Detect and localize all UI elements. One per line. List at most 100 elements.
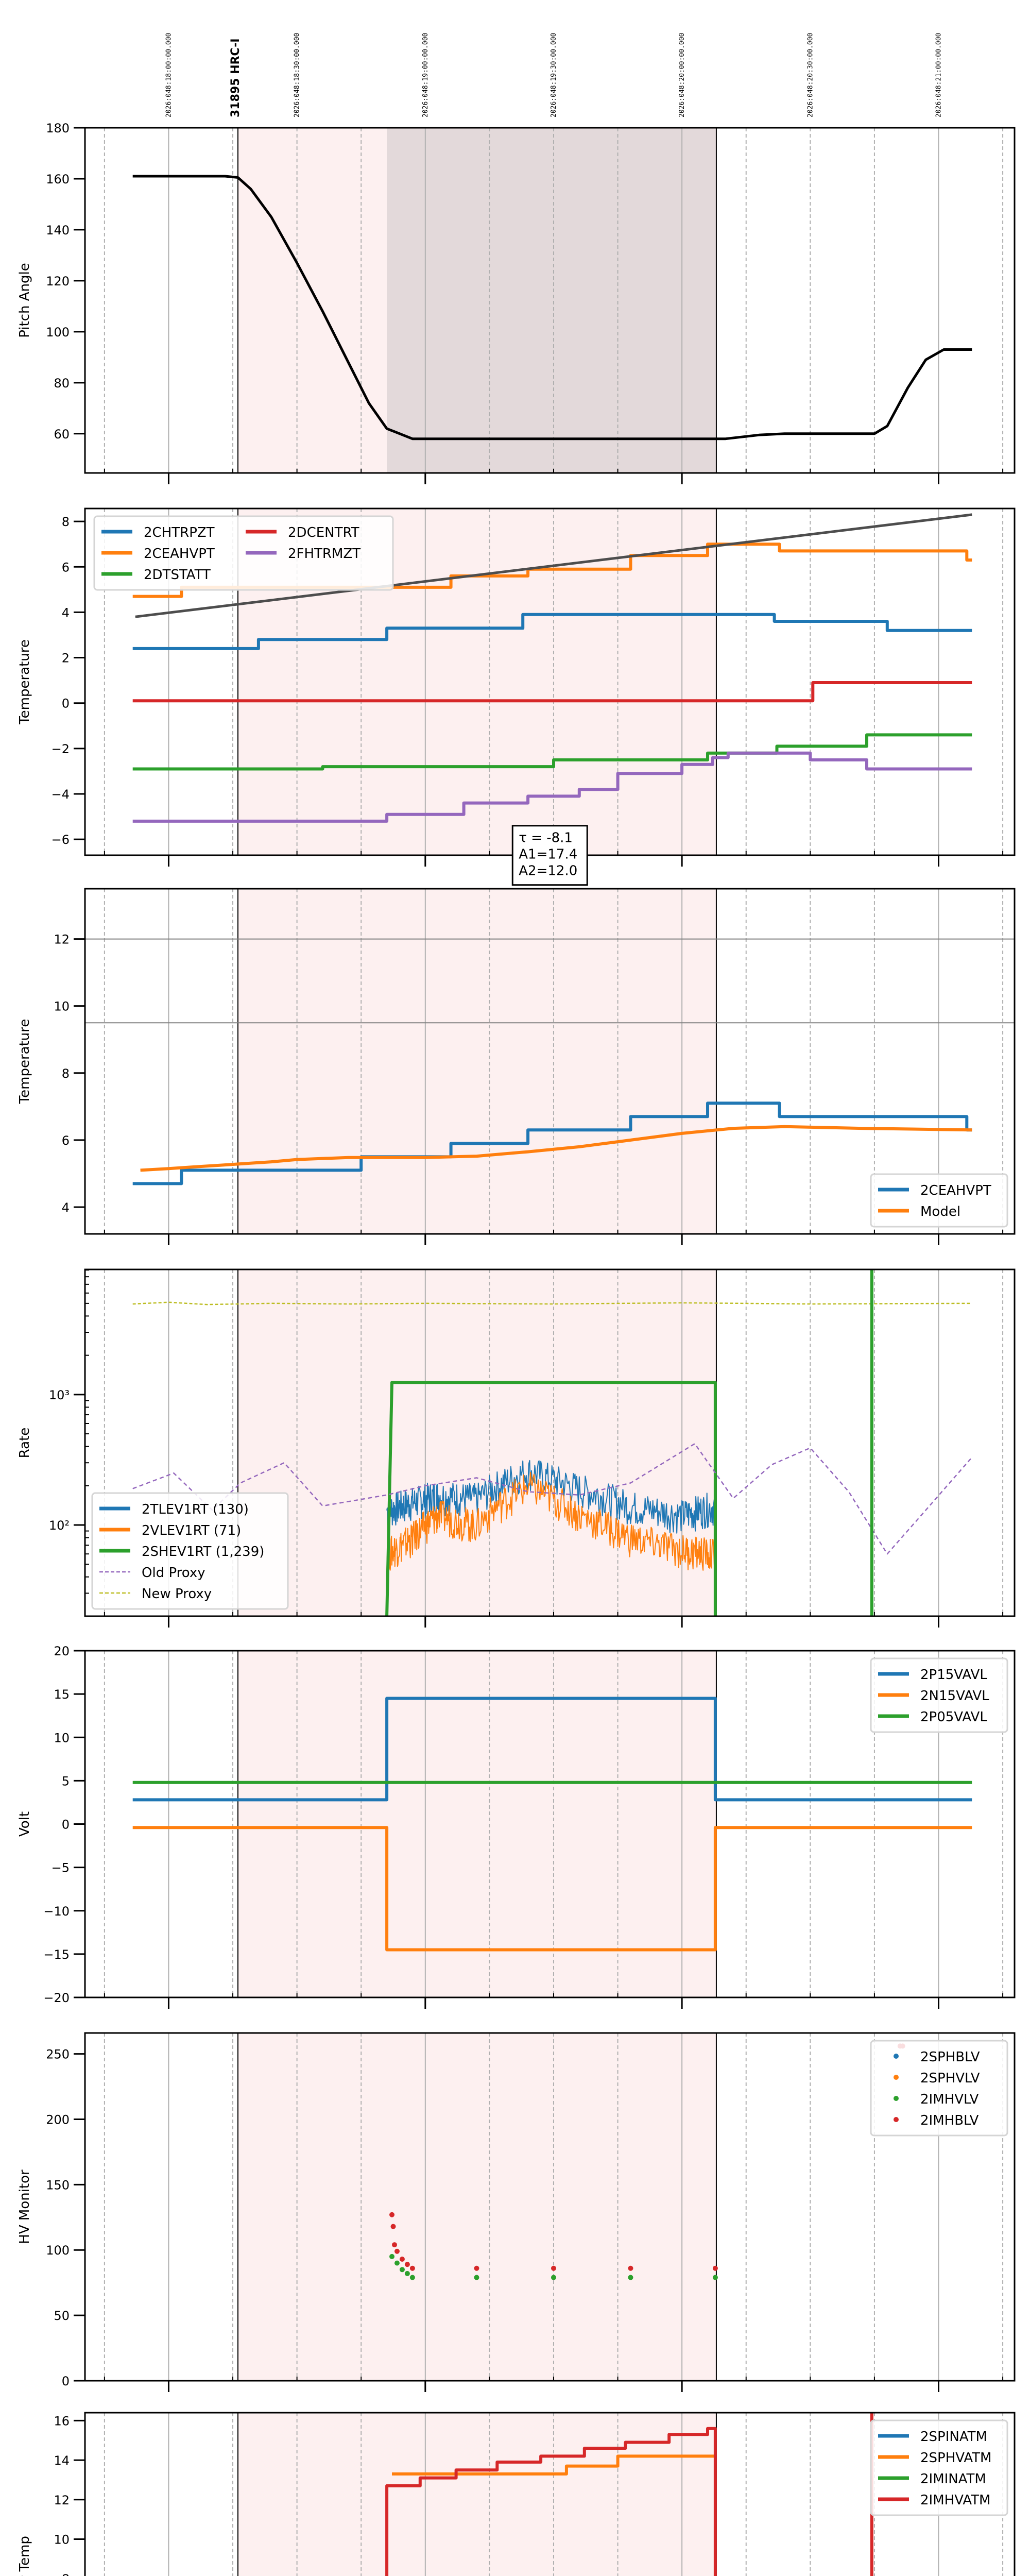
scatter-point: [394, 2248, 400, 2254]
series-line-2ceahvpt: [132, 1101, 972, 1185]
observation-shade: [238, 2413, 716, 2576]
ytick-label: 100: [46, 325, 70, 340]
plot-frame: [84, 2412, 1016, 2576]
top-time-label: 2026:048:19:00:00.000: [422, 33, 430, 117]
legend-label: Old Proxy: [142, 1565, 205, 1581]
legend-label: 2CEAHVPT: [920, 1183, 991, 1198]
panel-2: −6 −4 −2 0 2 4 6 8 Temperature τ = -8.1A1=17.4A2=…: [17, 507, 1016, 886]
series-group: [132, 1269, 973, 1616]
top-time-label: 2026:048:18:00:00.000: [165, 33, 173, 117]
plot-frame: [84, 1268, 1016, 1617]
legend-label: 2SPHBLV: [920, 2049, 980, 2065]
scatter-point: [474, 2265, 479, 2271]
ytick-label: −10: [43, 1904, 70, 1919]
legend-label: Model: [920, 1204, 960, 1219]
plot-frame: [84, 127, 1016, 474]
series-line-model: [135, 513, 972, 618]
series-line-2imhvatm: [385, 2427, 717, 2576]
ytick-label: 60: [54, 427, 70, 442]
series-line-2chtrpzt: [132, 613, 972, 650]
legend-frame: [870, 2419, 1008, 2516]
ytick-label: 180: [46, 121, 70, 135]
panel-5: −20−15−10−505101520Volt2P15VAVL2N15VAVL2…: [17, 1644, 1016, 2009]
ytick-label: 10: [54, 999, 70, 1014]
scatter-point: [390, 2224, 396, 2229]
scatter-point: [389, 2212, 395, 2217]
observation-shade: [238, 889, 716, 1234]
scatter-point: [404, 2262, 410, 2267]
legend: 2CEAHVPT Model: [870, 1173, 1008, 1228]
legend-label: 2FHTRMZT: [288, 546, 360, 562]
legend-label: 2IMINATM: [920, 2471, 986, 2487]
ytick-label: 10: [54, 1731, 70, 1745]
ytick-label: 5: [62, 1774, 70, 1788]
ytick-label: 14: [54, 2453, 70, 2468]
y-axis-label: Pitch Angle: [17, 263, 32, 338]
scatter-point: [474, 2275, 479, 2280]
scatter-point: [392, 2242, 398, 2248]
legend: 2SPHBLV 2SPHVLV 2IMHVLV 2IMHBLV: [870, 2040, 1008, 2137]
scatter-point: [712, 2275, 718, 2280]
legend-frame: [91, 1492, 289, 1610]
ytick-label: 4: [62, 605, 70, 620]
legend: 2SPINATM 2SPHVATM 2IMINATM 2IMHVATM: [870, 2419, 1008, 2516]
legend-marker: [894, 2117, 899, 2122]
ytick-label: 0: [62, 2374, 70, 2388]
series-line-2vlev1rt-71-: [386, 1472, 715, 1574]
slew-shade: [387, 128, 716, 473]
y-axis-label: Rate: [17, 1428, 32, 1459]
ytick-label: 50: [54, 2309, 70, 2323]
scatter-point: [628, 2275, 633, 2280]
legend-label: 2SPINATM: [920, 2429, 987, 2445]
legend-label: 2SPHVLV: [920, 2071, 980, 2086]
legend-label: 2IMHBLV: [920, 2113, 979, 2128]
legend: 2TLEV1RT (130) 2VLEV1RT (71) 2SHEV1RT (1,2…: [91, 1492, 289, 1610]
panel-3: 4 6 8 10 12 Temperature 2CEAHVPT Model: [17, 888, 1016, 1245]
series-group: [132, 175, 972, 440]
series-line-2tlev1rt-130-: [386, 1460, 715, 1534]
scatter-point: [409, 2275, 415, 2280]
ytick-label: 15: [54, 1687, 70, 1702]
ytick-label: 8: [62, 1066, 70, 1081]
ytick-label: −4: [52, 787, 70, 802]
series-line-2sphvatm: [392, 2454, 715, 2476]
legend-label: 2CEAHVPT: [144, 546, 215, 562]
fit-annotation-box: τ = -8.1A1=17.4A2=12.0: [511, 825, 588, 886]
scatter-point: [399, 2267, 405, 2273]
series-group: [389, 2043, 905, 2280]
ytick-label: 20: [54, 1644, 70, 1658]
legend-label: 2DTSTATT: [144, 567, 211, 583]
y-axis-label: Temperature: [17, 639, 32, 725]
scatter-point: [551, 2265, 556, 2271]
ytick-label: 200: [46, 2112, 70, 2127]
legend-label: 2P05VAVL: [920, 1709, 987, 1725]
series-line-2p15vavl: [132, 1697, 972, 1802]
series-line-2n15vavl: [132, 1826, 972, 1952]
ytick-label: 10: [54, 2533, 70, 2547]
annotation-frame: [511, 825, 588, 886]
scatter-point: [394, 2260, 400, 2266]
panel-4: 10² 10³ Rate 2TLEV1RT (130) 2VLEV1RT (71) 2SH…: [17, 1268, 1016, 1628]
series-line-model: [140, 1125, 972, 1172]
legend-frame: [870, 2040, 1008, 2137]
ytick-label: −5: [52, 1861, 70, 1875]
scatter-point: [409, 2265, 415, 2271]
legend-label: 2SHEV1RT (1,239): [142, 1544, 264, 1560]
legend-label: 2IMHVATM: [920, 2493, 990, 2508]
ytick-label: 250: [46, 2047, 70, 2062]
series-line-2dtstatt: [132, 733, 972, 771]
legend-label: 2P15VAVL: [920, 1667, 987, 1683]
ytick-label: 12: [54, 933, 70, 947]
ytick-label: 120: [46, 274, 70, 289]
ytick-label: 100: [46, 2243, 70, 2258]
y-axis-label: Volt: [17, 1811, 32, 1837]
ytick-label: 12: [54, 2493, 70, 2507]
ytick-label: 0: [62, 1818, 70, 1832]
series-group: [132, 1697, 972, 1952]
ytick-label: 16: [54, 2414, 70, 2428]
y-axis-label: Temperature: [17, 1019, 32, 1105]
scatter-point: [712, 2265, 718, 2271]
scatter-point: [628, 2265, 633, 2271]
